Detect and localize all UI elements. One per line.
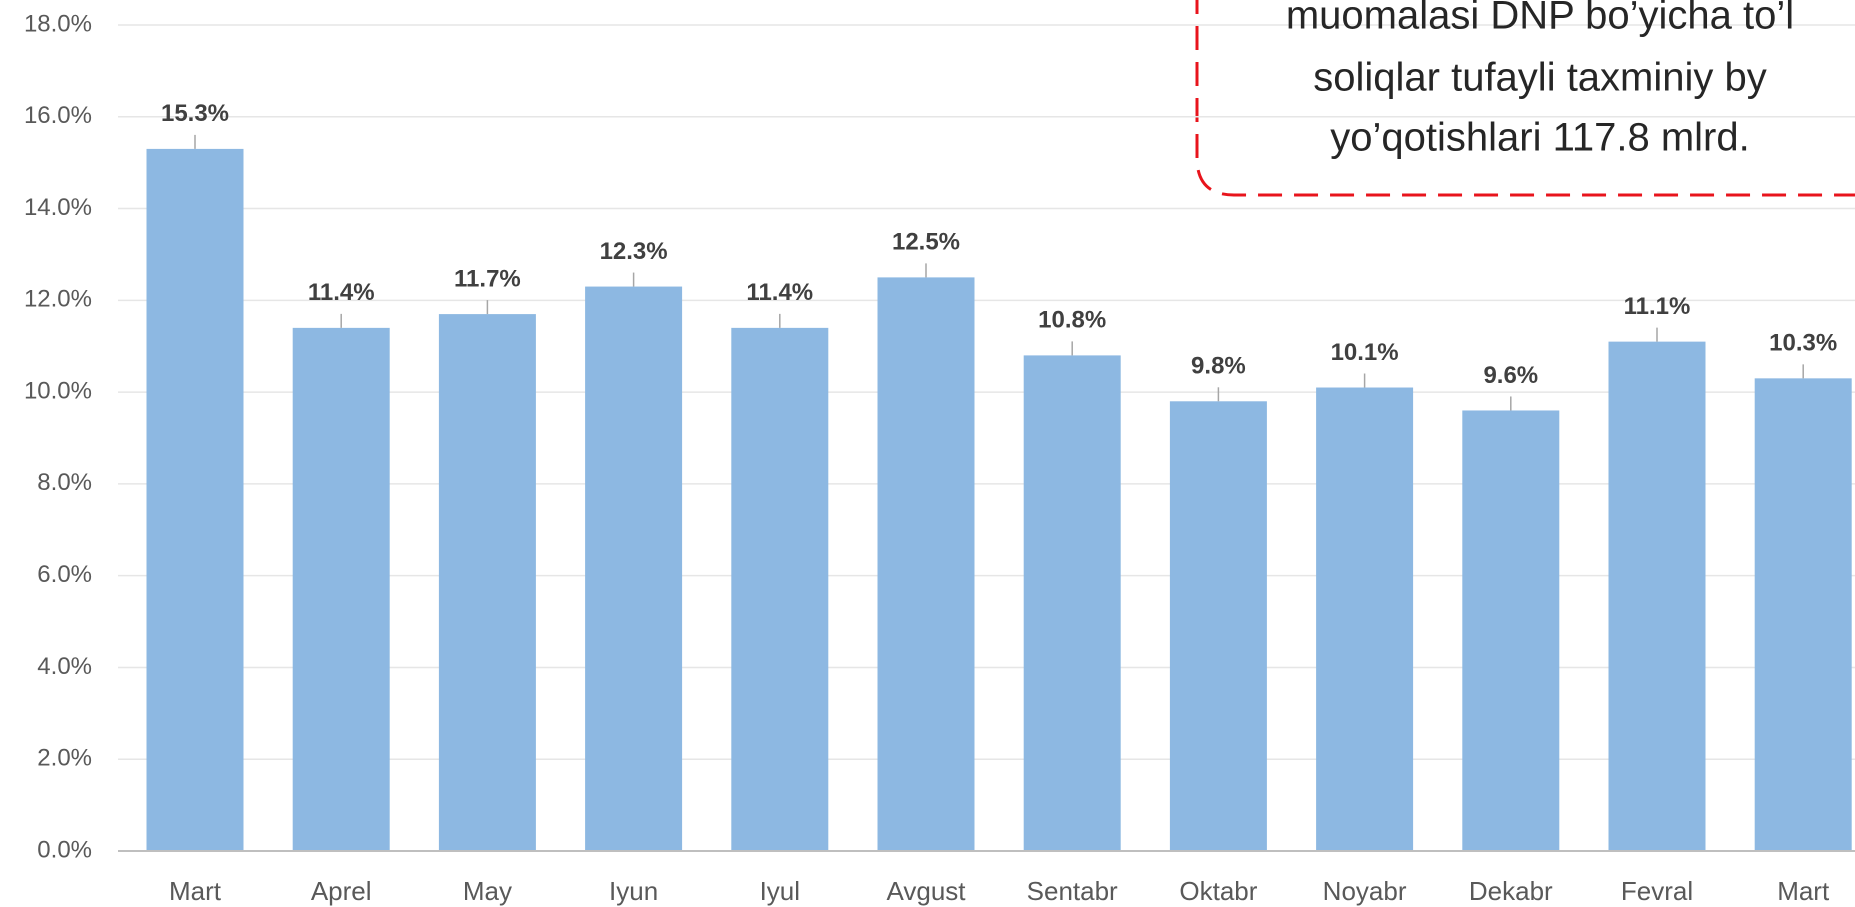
data-label: 11.1% xyxy=(1624,293,1691,320)
data-label: 12.3% xyxy=(600,238,668,265)
x-tick-label: Fevral xyxy=(1621,876,1693,906)
bar xyxy=(1169,401,1267,851)
y-tick-label: 2.0% xyxy=(37,745,92,772)
x-tick-label: Iyul xyxy=(760,876,800,906)
y-tick-label: 12.0% xyxy=(24,286,92,313)
annotation-text: muomalasi DNP bo’yicha to’l xyxy=(1286,0,1794,38)
x-tick-label: Dekabr xyxy=(1469,876,1553,906)
bar xyxy=(438,314,536,852)
data-label: 10.8% xyxy=(1038,307,1106,334)
y-tick-label: 4.0% xyxy=(37,653,92,680)
x-tick-label: Aprel xyxy=(311,876,372,906)
data-label: 11.7% xyxy=(454,265,521,292)
y-tick-label: 16.0% xyxy=(24,102,92,129)
x-tick-label: May xyxy=(463,876,512,906)
bar xyxy=(1023,355,1121,851)
y-tick-label: 10.0% xyxy=(24,377,92,404)
data-label: 11.4% xyxy=(308,279,375,306)
y-tick-label: 6.0% xyxy=(37,561,92,588)
x-tick-label: Oktabr xyxy=(1179,876,1257,906)
annotation-text: yo’qotishlari 117.8 mlrd. xyxy=(1330,116,1749,160)
x-tick-label: Noyabr xyxy=(1323,876,1407,906)
annotation-box xyxy=(1195,0,1855,197)
bar xyxy=(292,327,390,851)
x-tick-label: Iyun xyxy=(609,876,658,906)
x-tick-label: Mart xyxy=(1777,876,1830,906)
data-label: 9.8% xyxy=(1191,353,1246,380)
bar xyxy=(877,277,975,851)
data-label: 11.4% xyxy=(746,279,813,306)
bar xyxy=(1316,387,1414,851)
data-label: 10.3% xyxy=(1769,330,1837,357)
bar xyxy=(731,327,829,851)
bar xyxy=(146,148,244,851)
y-tick-label: 14.0% xyxy=(24,194,92,221)
y-tick-label: 18.0% xyxy=(24,10,92,37)
y-tick-label: 0.0% xyxy=(37,836,92,863)
bar xyxy=(585,286,683,852)
bar xyxy=(1608,341,1706,851)
data-label: 10.1% xyxy=(1331,339,1399,366)
x-tick-label: Mart xyxy=(169,876,222,906)
data-label: 15.3% xyxy=(161,100,229,127)
x-tick-label: Avgust xyxy=(886,876,966,906)
data-label: 12.5% xyxy=(892,229,960,256)
data-label: 9.6% xyxy=(1483,362,1538,389)
x-tick-label: Sentabr xyxy=(1027,876,1118,906)
annotation-text: soliqlar tufayli taxminiy by xyxy=(1313,56,1767,100)
bar xyxy=(1462,410,1560,851)
y-tick-label: 8.0% xyxy=(37,469,92,496)
bar xyxy=(1754,378,1852,851)
